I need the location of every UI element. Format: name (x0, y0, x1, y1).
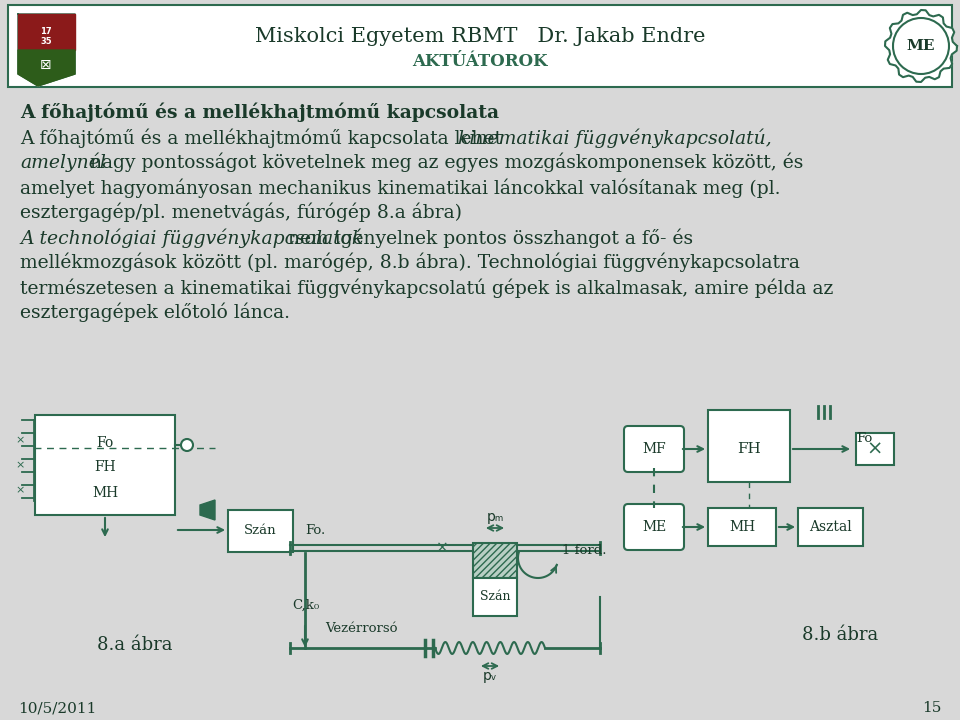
Polygon shape (18, 14, 75, 86)
Text: esztergagépek előtoló lánca.: esztergagépek előtoló lánca. (20, 303, 290, 323)
Text: 10/5/2011: 10/5/2011 (18, 701, 96, 715)
FancyBboxPatch shape (856, 433, 894, 465)
Polygon shape (885, 10, 957, 82)
Text: 8.b ábra: 8.b ábra (802, 626, 878, 644)
Text: 15: 15 (923, 701, 942, 715)
Text: Asztal: Asztal (808, 520, 852, 534)
Text: esztergagép/pl. menetvágás, fúrógép 8.a ábra): esztergagép/pl. menetvágás, fúrógép 8.a … (20, 203, 462, 222)
Polygon shape (200, 500, 215, 520)
Text: FH: FH (737, 442, 761, 456)
Text: MH: MH (729, 520, 756, 534)
Text: ×: × (15, 485, 25, 495)
FancyBboxPatch shape (35, 415, 175, 515)
Text: 1 ford.: 1 ford. (562, 544, 607, 557)
Text: ME: ME (642, 520, 666, 534)
Text: mellékmozgások között (pl. marógép, 8.b ábra). Technológiai függvénykapcsolatra: mellékmozgások között (pl. marógép, 8.b … (20, 253, 800, 272)
Text: ×: × (867, 439, 883, 459)
Circle shape (181, 439, 193, 451)
FancyBboxPatch shape (708, 508, 776, 546)
FancyBboxPatch shape (624, 426, 684, 472)
Text: Fo: Fo (96, 436, 113, 450)
Text: Fo.: Fo. (305, 524, 325, 537)
Text: 17: 17 (40, 27, 52, 37)
Text: 8.a ábra: 8.a ábra (97, 636, 173, 654)
Text: természetesen a kinematikai függvénykapcsolatú gépek is alkalmasak, amire példa : természetesen a kinematikai függvénykapc… (20, 278, 833, 297)
Text: A technológiai függvénykapcsolatok: A technológiai függvénykapcsolatok (20, 228, 363, 248)
Text: nem igényelnek pontos összhangot a fő- és: nem igényelnek pontos összhangot a fő- é… (288, 228, 693, 248)
FancyBboxPatch shape (8, 5, 952, 87)
Text: ×: × (15, 460, 25, 470)
Text: AKTÚÁTOROK: AKTÚÁTOROK (412, 53, 548, 71)
Text: A főhajtómű és a mellékhajtmómű kapcsolata: A főhajtómű és a mellékhajtmómű kapcsola… (20, 103, 499, 122)
Text: pᵥ: pᵥ (483, 669, 497, 683)
Text: Szán: Szán (244, 524, 276, 538)
Text: ×: × (436, 541, 448, 556)
FancyBboxPatch shape (708, 410, 790, 482)
Text: C,k₀: C,k₀ (292, 598, 320, 611)
Text: nagy pontosságot követelnek meg az egyes mozgáskomponensek között, és: nagy pontosságot követelnek meg az egyes… (90, 153, 804, 173)
Text: Vezérrorsó: Vezérrorsó (325, 621, 397, 634)
FancyBboxPatch shape (473, 578, 517, 616)
FancyBboxPatch shape (228, 510, 293, 552)
Polygon shape (18, 14, 75, 50)
Text: ME: ME (907, 39, 935, 53)
Text: pₘ: pₘ (487, 510, 504, 524)
Text: Miskolci Egyetem RBMT   Dr. Jakab Endre: Miskolci Egyetem RBMT Dr. Jakab Endre (254, 27, 706, 45)
Text: MH: MH (92, 486, 118, 500)
Text: ⊠: ⊠ (40, 58, 52, 72)
Circle shape (893, 18, 949, 74)
Text: kinematikai függvénykapcsolatú,: kinematikai függvénykapcsolatú, (458, 128, 772, 148)
Text: Fo: Fo (856, 431, 873, 444)
Text: FH: FH (94, 460, 116, 474)
FancyBboxPatch shape (798, 508, 863, 546)
Text: amelyet hagyományosan mechanikus kinematikai láncokkal valósítanak meg (pl.: amelyet hagyományosan mechanikus kinemat… (20, 178, 780, 197)
Text: amelynél: amelynél (20, 153, 106, 173)
Text: Szán: Szán (480, 590, 511, 603)
FancyBboxPatch shape (624, 504, 684, 550)
FancyBboxPatch shape (473, 543, 517, 578)
Text: 35: 35 (40, 37, 52, 45)
Text: MF: MF (642, 442, 666, 456)
Text: A főhajtómű és a mellékhajtmómű kapcsolata lehet: A főhajtómű és a mellékhajtmómű kapcsola… (20, 128, 508, 148)
Polygon shape (18, 50, 75, 86)
Text: ×: × (15, 435, 25, 445)
